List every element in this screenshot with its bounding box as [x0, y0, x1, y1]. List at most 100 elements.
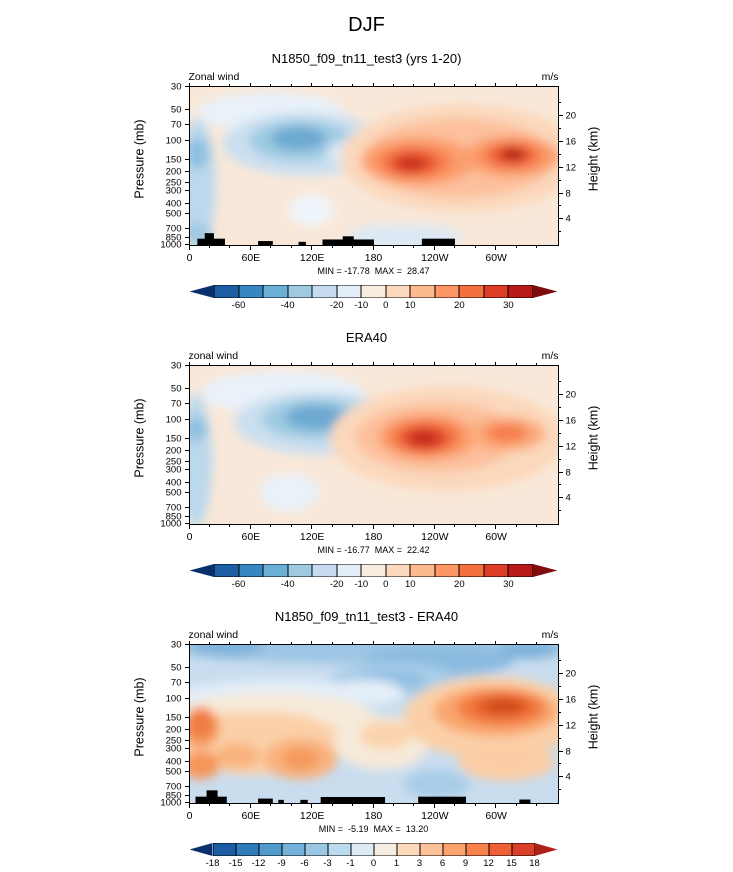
pressure-tick-label: 700	[165, 502, 182, 514]
main-title: DJF	[348, 14, 385, 36]
longitude-tick-label: 0	[186, 531, 193, 543]
y-axis-title-height: Height (km)	[585, 629, 603, 805]
plot-column: zonal wind m/s 30 50 70 100 150 200 250 300 400 5…	[160, 350, 576, 591]
longitude-minor-tick-mark	[208, 803, 210, 806]
longitude-tick-label: 120E	[299, 531, 325, 543]
longitude-minor-tick-mark	[290, 803, 292, 806]
longitude-tick-mark	[249, 245, 251, 250]
longitude-minor-tick-mark	[208, 245, 210, 248]
colorbar-segment	[508, 285, 533, 298]
colorbar-tick-label: -40	[280, 579, 295, 590]
pressure-tick-label: 850	[165, 510, 182, 522]
pressure-tick-label: 150	[165, 153, 182, 165]
height-tick-mark	[557, 166, 563, 168]
height-tick-mark	[557, 497, 563, 499]
longitude-tick-mark	[495, 245, 497, 250]
colorbar-boxes	[189, 564, 558, 577]
height-tick-mark	[557, 192, 563, 194]
height-tick-label: 12	[565, 720, 577, 731]
height-tick-label: 16	[565, 415, 577, 427]
height-minor-tick-mark	[557, 102, 561, 104]
colorbar-tick-label: 0	[383, 579, 389, 590]
field-label: zonal wind	[188, 350, 239, 362]
pressure-tick-mark	[184, 739, 190, 741]
pressure-tick-label: 700	[165, 223, 182, 235]
longitude-tick-mark	[433, 524, 435, 529]
longitude-tick-label: 120W	[421, 252, 449, 264]
longitude-tick-mark	[433, 245, 435, 250]
colorbar-segment	[189, 285, 215, 298]
longitude-minor-tick-mark-top	[331, 642, 333, 645]
pressure-tick-label: 500	[165, 487, 182, 499]
colorbar-tick-label: 9	[462, 858, 469, 869]
height-minor-tick-mark	[557, 711, 561, 713]
longitude-minor-tick-mark-top	[413, 84, 415, 87]
min-max-stats: MIN = -16.77 MAX = 22.42	[317, 545, 430, 555]
pressure-axis-label: Pressure (mb)	[132, 398, 147, 478]
units-label: m/s	[541, 71, 559, 83]
longitude-minor-tick-mark-top	[229, 363, 231, 366]
pressure-tick-mark	[184, 491, 190, 493]
y-axis-title-height: Height (km)	[585, 71, 603, 247]
colorbar-segment	[532, 564, 558, 577]
longitude-minor-tick-mark-top	[229, 84, 231, 87]
height-tick-mark	[557, 776, 563, 778]
colorbar-segment	[312, 564, 337, 577]
pressure-tick-label: 100	[165, 414, 182, 426]
longitude-tick-mark-top	[433, 362, 435, 366]
longitude-minor-tick-mark-top	[270, 363, 272, 366]
longitude-minor-tick-mark	[392, 524, 394, 527]
pressure-tick-mark	[184, 236, 190, 238]
pressure-tick-label: 70	[170, 677, 182, 689]
pressure-tick-label: 300	[165, 464, 182, 475]
colorbar-tick-label: -3	[323, 858, 332, 869]
longitude-minor-tick-mark-top	[270, 84, 272, 87]
height-tick-mark	[557, 420, 563, 421]
longitude-tick-label: 120W	[421, 531, 449, 543]
colorbar-segment	[396, 843, 420, 856]
pressure-axis-label: Pressure (mb)	[132, 119, 147, 199]
pressure-tick-label: 250	[165, 734, 182, 746]
longitude-tick-mark-top	[372, 362, 374, 366]
longitude-minor-tick-mark-top	[454, 642, 456, 645]
longitude-minor-tick-mark-top	[515, 363, 517, 366]
plot-topline: zonal wind m/s	[189, 350, 559, 365]
colorbar-segment	[281, 843, 305, 856]
height-minor-tick-mark	[557, 407, 561, 409]
longitude-tick-label: 120E	[299, 252, 325, 264]
panel-title: ERA40	[345, 330, 388, 345]
longitude-minor-tick-mark	[270, 803, 272, 806]
panel-model: N1850_f09_tn11_test3 (yrs 1-20) Pressure…	[0, 51, 733, 312]
longitude-minor-tick-mark	[290, 245, 292, 248]
colorbar-tick-label: -60	[231, 579, 246, 590]
pressure-tick-label: 70	[170, 398, 182, 410]
longitude-minor-tick-mark	[229, 803, 231, 806]
longitude-minor-tick-mark-top	[474, 363, 476, 366]
field-label: Zonal wind	[188, 71, 240, 83]
height-tick-mark	[557, 218, 563, 220]
longitude-tick-label: 60E	[241, 252, 261, 264]
longitude-minor-tick-mark	[270, 245, 272, 248]
plot-column: Zonal wind m/s 30 50 70 100 150 200 250 300 400 5…	[160, 71, 576, 312]
pressure-tick-mark	[184, 729, 190, 731]
colorbar-segment	[238, 564, 264, 577]
height-axis-label: Height (km)	[586, 684, 601, 750]
colorbar-segment	[434, 285, 460, 298]
longitude-minor-tick-mark	[229, 524, 231, 527]
pressure-tick-mark	[184, 171, 190, 173]
longitude-minor-tick-mark	[331, 245, 333, 248]
pressure-tick-mark	[184, 202, 190, 204]
units-label: m/s	[541, 350, 559, 362]
pressure-tick-label: 70	[170, 119, 182, 131]
longitude-minor-tick-mark	[515, 524, 517, 527]
pressure-tick-mark	[184, 365, 190, 366]
longitude-tick-mark-top	[495, 641, 497, 645]
longitude-minor-tick-mark-top	[208, 363, 210, 366]
longitude-tick-mark-top	[188, 641, 190, 645]
longitude-minor-tick-mark	[536, 524, 538, 527]
colorbar-tick-label: -10	[354, 579, 369, 590]
colorbar-segment	[312, 285, 337, 298]
height-minor-tick-mark	[557, 231, 561, 233]
longitude-tick-mark	[311, 245, 313, 250]
